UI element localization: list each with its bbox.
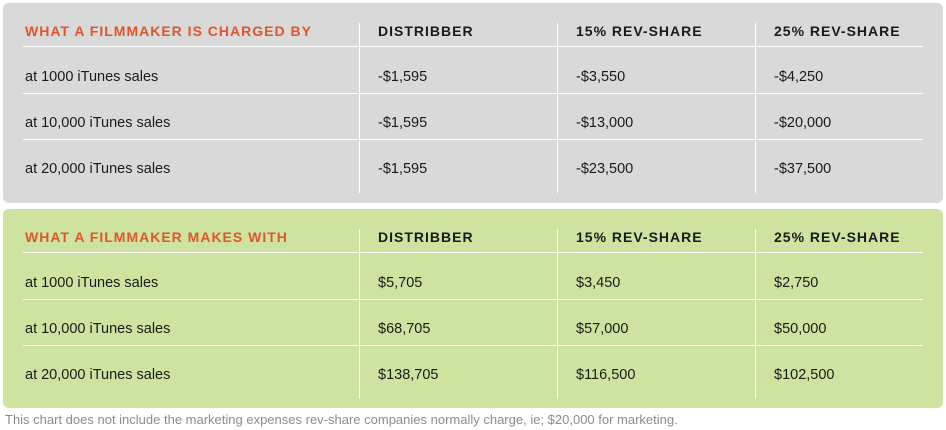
charged-row-label-10000: at 10,000 iTunes sales (25, 115, 171, 131)
charged-divider-h1 (23, 46, 923, 47)
charged-divider-v2 (557, 23, 558, 193)
charged-cell-1000-15pct: -$3,550 (576, 69, 626, 85)
charged-col-header-25pct: 25% REV-SHARE (774, 23, 901, 39)
makes-divider-h2 (23, 299, 923, 300)
makes-cell-10000-distribber: $68,705 (378, 321, 431, 337)
makes-table-panel: WHAT A FILMMAKER MAKES WITH DISTRIBBER 1… (3, 209, 943, 408)
charged-col-header-distribber: DISTRIBBER (378, 23, 474, 39)
makes-table-grid: WHAT A FILMMAKER MAKES WITH DISTRIBBER 1… (3, 209, 943, 408)
makes-row-label-20000: at 20,000 iTunes sales (25, 367, 171, 383)
charged-table-title: WHAT A FILMMAKER IS CHARGED BY (25, 23, 312, 39)
makes-col-header-distribber: DISTRIBBER (378, 229, 474, 245)
charged-col-header-15pct: 15% REV-SHARE (576, 23, 703, 39)
charged-divider-v3 (755, 23, 756, 193)
charged-row-label-20000: at 20,000 iTunes sales (25, 161, 171, 177)
makes-col-header-15pct: 15% REV-SHARE (576, 229, 703, 245)
makes-divider-h1 (23, 252, 923, 253)
makes-cell-20000-15pct: $116,500 (576, 367, 636, 383)
makes-cell-10000-15pct: $57,000 (576, 321, 629, 337)
makes-cell-1000-15pct: $3,450 (576, 275, 621, 291)
charged-table-grid: WHAT A FILMMAKER IS CHARGED BY DISTRIBBE… (3, 3, 943, 203)
makes-cell-20000-25pct: $102,500 (774, 367, 835, 383)
charged-divider-h3 (23, 139, 923, 140)
charged-cell-10000-15pct: -$13,000 (576, 115, 634, 131)
makes-col-header-25pct: 25% REV-SHARE (774, 229, 901, 245)
makes-divider-v2 (557, 229, 558, 399)
charged-divider-h2 (23, 93, 923, 94)
makes-divider-v1 (359, 229, 360, 399)
charged-cell-10000-distribber: -$1,595 (378, 115, 428, 131)
makes-cell-20000-distribber: $138,705 (378, 367, 439, 383)
charged-cell-20000-15pct: -$23,500 (576, 161, 634, 177)
makes-cell-1000-distribber: $5,705 (378, 275, 423, 291)
charged-table-panel: WHAT A FILMMAKER IS CHARGED BY DISTRIBBE… (3, 3, 943, 203)
makes-row-label-10000: at 10,000 iTunes sales (25, 321, 171, 337)
makes-table-title: WHAT A FILMMAKER MAKES WITH (25, 229, 288, 245)
charged-cell-1000-distribber: -$1,595 (378, 69, 428, 85)
charged-row-label-1000: at 1000 iTunes sales (25, 69, 159, 85)
charged-divider-v1 (359, 23, 360, 193)
makes-row-label-1000: at 1000 iTunes sales (25, 275, 159, 291)
makes-cell-10000-25pct: $50,000 (774, 321, 827, 337)
charged-cell-10000-25pct: -$20,000 (774, 115, 832, 131)
charged-cell-20000-25pct: -$37,500 (774, 161, 832, 177)
charged-cell-20000-distribber: -$1,595 (378, 161, 428, 177)
charged-cell-1000-25pct: -$4,250 (774, 69, 824, 85)
chart-footnote: This chart does not include the marketin… (5, 412, 678, 427)
makes-divider-h3 (23, 345, 923, 346)
makes-cell-1000-25pct: $2,750 (774, 275, 819, 291)
makes-divider-v3 (755, 229, 756, 399)
